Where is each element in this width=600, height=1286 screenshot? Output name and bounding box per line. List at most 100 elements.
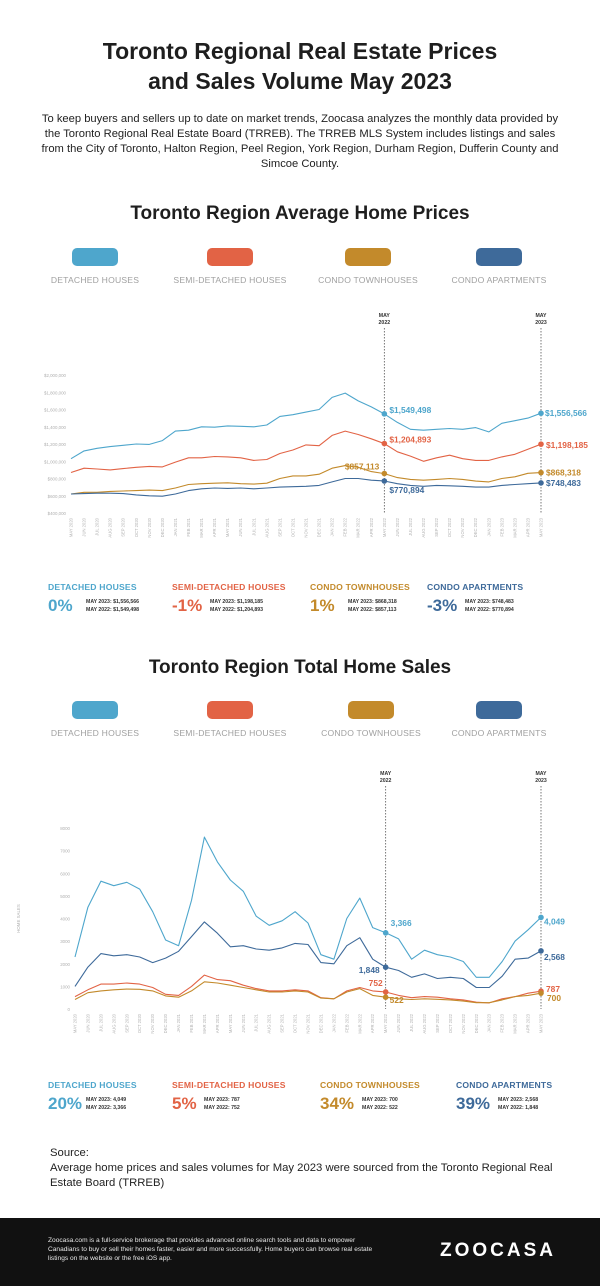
- x-tick-label: DEC 2020: [163, 1013, 168, 1033]
- price-stat-detached: DETACHED HOUSES 0% MAY 2023: $1,556,566 M…: [48, 582, 198, 616]
- y-tick-label: 8000: [60, 826, 70, 831]
- x-tick-label: MAY 2023: [539, 517, 544, 537]
- x-tick-label: MAR 2021: [202, 1013, 207, 1033]
- data-label-semi: 787: [546, 984, 560, 994]
- price-stat-pct: 1%: [310, 596, 335, 615]
- x-tick-label: NOV 2022: [461, 1013, 466, 1033]
- x-tick-label: JAN 2022: [331, 1013, 336, 1032]
- price-stat-condo-apt: CONDO APARTMENTS -3% MAY 2023: $748,483 M…: [427, 582, 577, 616]
- legend-semi: SEMI-DETACHED HOUSES: [165, 248, 295, 285]
- data-point-semi: [381, 440, 388, 447]
- x-tick-label: JAN 2021: [173, 517, 178, 536]
- data-point-detached: [382, 930, 389, 936]
- x-tick-label: OCT 2022: [448, 1013, 453, 1033]
- x-tick-label: JUL 2020: [95, 517, 100, 535]
- x-tick-label: APR 2023: [526, 1013, 531, 1033]
- price-stat-pct: -3%: [427, 596, 458, 615]
- data-label-detached: 3,366: [391, 918, 412, 928]
- x-tick-label: MAY 2021: [228, 1013, 233, 1033]
- x-tick-label: NOV 2022: [460, 517, 465, 537]
- x-tick-label: JUN 2021: [241, 1013, 246, 1032]
- x-tick-label: NOV 2021: [304, 517, 309, 537]
- legend-label-semi: SEMI-DETACHED HOUSES: [173, 728, 287, 738]
- x-tick-label: MAR 2021: [199, 517, 204, 537]
- x-tick-label: MAY 2023: [539, 1013, 544, 1033]
- sales-stat-condo-town: CONDO TOWNHOUSES 34% MAY 2023: 700 MAY 20…: [320, 1080, 470, 1114]
- x-tick-label: MAR 2022: [357, 1013, 362, 1033]
- legend-semi: SEMI-DETACHED HOUSES: [165, 701, 295, 738]
- sales-section-title: Toronto Region Total Home Sales: [148, 657, 452, 678]
- page-title: Toronto Regional Real Estate Prices and …: [0, 36, 600, 96]
- legend-label-condo-apt: CONDO APARTMENTS: [451, 728, 547, 738]
- x-tick-label: APR 2021: [212, 517, 217, 537]
- x-tick-label: NOV 2020: [147, 517, 152, 537]
- data-point-semi: [538, 441, 544, 447]
- x-tick-label: APR 2023: [525, 517, 530, 537]
- y-tick-label: 3000: [60, 939, 70, 944]
- legend-swatch-condo-town: [348, 701, 394, 719]
- sales-stat-name: DETACHED HOUSES: [48, 1080, 137, 1090]
- data-label-condo-town: $868,318: [546, 468, 581, 478]
- sales-stat-2022: MAY 2022: 3,366: [86, 1105, 127, 1111]
- marker-label: 2022: [379, 320, 391, 326]
- marker-label: MAY: [379, 313, 391, 319]
- prices-section-title: Toronto Region Average Home Prices: [130, 203, 470, 224]
- legend-label-semi: SEMI-DETACHED HOUSES: [173, 275, 287, 285]
- price-stat-condo-town: CONDO TOWNHOUSES 1% MAY 2023: $868,318 MA…: [310, 582, 460, 616]
- data-label-detached: $1,549,498: [389, 405, 431, 415]
- intro-paragraph: To keep buyers and sellers up to date on…: [41, 113, 559, 170]
- legend-label-condo-town: CONDO TOWNHOUSES: [318, 275, 418, 285]
- marker-label: 2023: [535, 320, 547, 326]
- x-tick-label: NOV 2020: [150, 1013, 155, 1033]
- price-stat-name: CONDO TOWNHOUSES: [310, 582, 410, 592]
- y-tick-label: $1,800,000: [44, 390, 67, 395]
- x-tick-label: AUG 2020: [108, 517, 113, 537]
- x-tick-label: JAN 2021: [176, 1013, 181, 1032]
- x-tick-label: DEC 2020: [160, 517, 165, 537]
- x-tick-label: JUN 2022: [395, 517, 400, 536]
- data-point-condo-apt: [381, 478, 388, 484]
- marker-label: MAY: [535, 313, 547, 319]
- data-point-condo-town: [382, 994, 389, 1000]
- price-stat-2022: MAY 2022: $1,549,498: [86, 607, 140, 613]
- y-tick-label: $1,200,000: [44, 442, 67, 447]
- sales-stat-pct: 34%: [320, 1094, 355, 1113]
- x-tick-label: JUN 2022: [396, 1013, 401, 1032]
- x-tick-label: OCT 2022: [447, 517, 452, 537]
- sales-stat-2023: MAY 2023: 4,049: [86, 1097, 127, 1103]
- y-tick-label: 6000: [60, 871, 70, 876]
- marker-label: MAY: [535, 771, 547, 777]
- x-tick-label: NOV 2021: [306, 1013, 311, 1033]
- series-line-detached: [74, 836, 542, 978]
- legend-swatch-semi: [207, 248, 253, 266]
- x-tick-label: JUL 2021: [251, 517, 256, 535]
- series-line-detached: [70, 392, 542, 460]
- legend-detached: DETACHED HOUSES: [30, 248, 160, 285]
- legend-detached: DETACHED HOUSES: [30, 701, 160, 738]
- x-tick-label: AUG 2020: [111, 1013, 116, 1033]
- x-tick-label: FEB 2022: [343, 517, 348, 536]
- data-label-condo-town: 700: [547, 993, 561, 1003]
- price-stat-2022: MAY 2022: $770,894: [465, 607, 514, 613]
- legend-swatch-detached: [72, 701, 118, 719]
- sales-stat-semi: SEMI-DETACHED HOUSES 5% MAY 2023: 787 MAY…: [172, 1080, 322, 1114]
- price-stat-2023: MAY 2023: $1,198,185: [210, 599, 264, 605]
- sales-line-chart: 8000 7000 6000 5000 4000 3000 2000 1000 0 HOME SA…: [16, 771, 565, 1034]
- sales-stat-condo-apt: CONDO APARTMENTS 39% MAY 2023: 2,568 MAY …: [456, 1080, 600, 1114]
- sales-stat-detached: DETACHED HOUSES 20% MAY 2023: 4,049 MAY 2…: [48, 1080, 198, 1114]
- price-stat-pct: -1%: [172, 596, 203, 615]
- price-stat-2022: MAY 2022: $1,204,893: [210, 607, 264, 613]
- legend-condo-town: CONDO TOWNHOUSES: [306, 701, 436, 738]
- data-point-condo-apt: [538, 948, 544, 954]
- y-tick-label: $1,000,000: [44, 459, 67, 464]
- series-line-semi: [74, 974, 542, 1004]
- data-label-condo-apt: $770,894: [389, 485, 424, 495]
- x-tick-label: APR 2022: [370, 1013, 375, 1033]
- series-line-semi: [70, 430, 542, 474]
- sales-stat-pct: 20%: [48, 1094, 83, 1113]
- x-tick-label: APR 2022: [369, 517, 374, 537]
- legend-swatch-detached: [72, 248, 118, 266]
- legend-swatch-condo-town: [345, 248, 391, 266]
- x-tick-label: JUL 2022: [409, 1013, 414, 1031]
- y-tick-label: 0: [68, 1007, 71, 1012]
